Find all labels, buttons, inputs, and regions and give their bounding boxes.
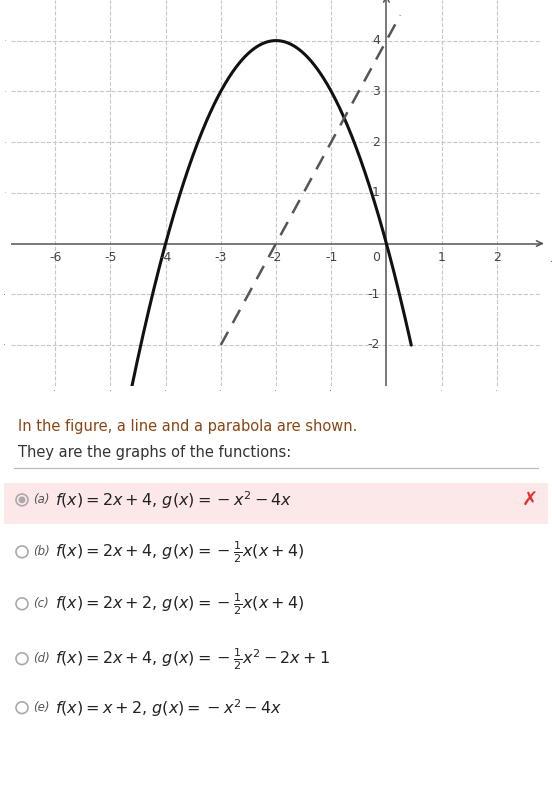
- Text: 2: 2: [493, 251, 501, 264]
- Text: -1: -1: [368, 288, 380, 301]
- Text: $f(x) = x + 2$, $g(x) = -x^{2} - 4x$: $f(x) = x + 2$, $g(x) = -x^{2} - 4x$: [55, 697, 282, 719]
- Text: 1: 1: [372, 186, 380, 200]
- Text: -4: -4: [160, 251, 172, 264]
- Text: (b): (b): [33, 545, 50, 558]
- Text: (c): (c): [33, 597, 49, 611]
- Text: $f(x) = 2x + 2$, $g(x) = -\frac{1}{2}x(x + 4)$: $f(x) = 2x + 2$, $g(x) = -\frac{1}{2}x(x…: [55, 591, 304, 617]
- Text: (e): (e): [33, 701, 50, 714]
- Text: 0: 0: [372, 251, 380, 264]
- Circle shape: [19, 497, 25, 502]
- Text: $f(x) = 2x + 4$, $g(x) = -\frac{1}{2}x(x + 4)$: $f(x) = 2x + 4$, $g(x) = -\frac{1}{2}x(x…: [55, 539, 304, 564]
- Text: -1: -1: [325, 251, 337, 264]
- Text: -3: -3: [215, 251, 227, 264]
- Text: 1: 1: [438, 251, 445, 264]
- Text: -5: -5: [104, 251, 116, 264]
- Text: x: x: [551, 251, 552, 265]
- Text: $f(x) = 2x + 4$, $g(x) = -\frac{1}{2}x^{2} - 2x + 1$: $f(x) = 2x + 4$, $g(x) = -\frac{1}{2}x^{…: [55, 646, 330, 672]
- Text: They are the graphs of the functions:: They are the graphs of the functions:: [18, 444, 291, 460]
- Text: In the figure, a line and a parabola are shown.: In the figure, a line and a parabola are…: [18, 419, 357, 434]
- Text: -2: -2: [270, 251, 282, 264]
- Text: ✗: ✗: [522, 491, 538, 510]
- Text: (a): (a): [33, 494, 50, 506]
- Text: $f(x) = 2x + 4$, $g(x) = -x^{2} - 4x$: $f(x) = 2x + 4$, $g(x) = -x^{2} - 4x$: [55, 489, 293, 510]
- Text: 4: 4: [372, 34, 380, 47]
- Text: -2: -2: [368, 339, 380, 351]
- Text: 2: 2: [372, 136, 380, 149]
- Text: 3: 3: [372, 85, 380, 98]
- FancyBboxPatch shape: [4, 483, 548, 524]
- Text: -6: -6: [49, 251, 61, 264]
- Text: (d): (d): [33, 652, 50, 665]
